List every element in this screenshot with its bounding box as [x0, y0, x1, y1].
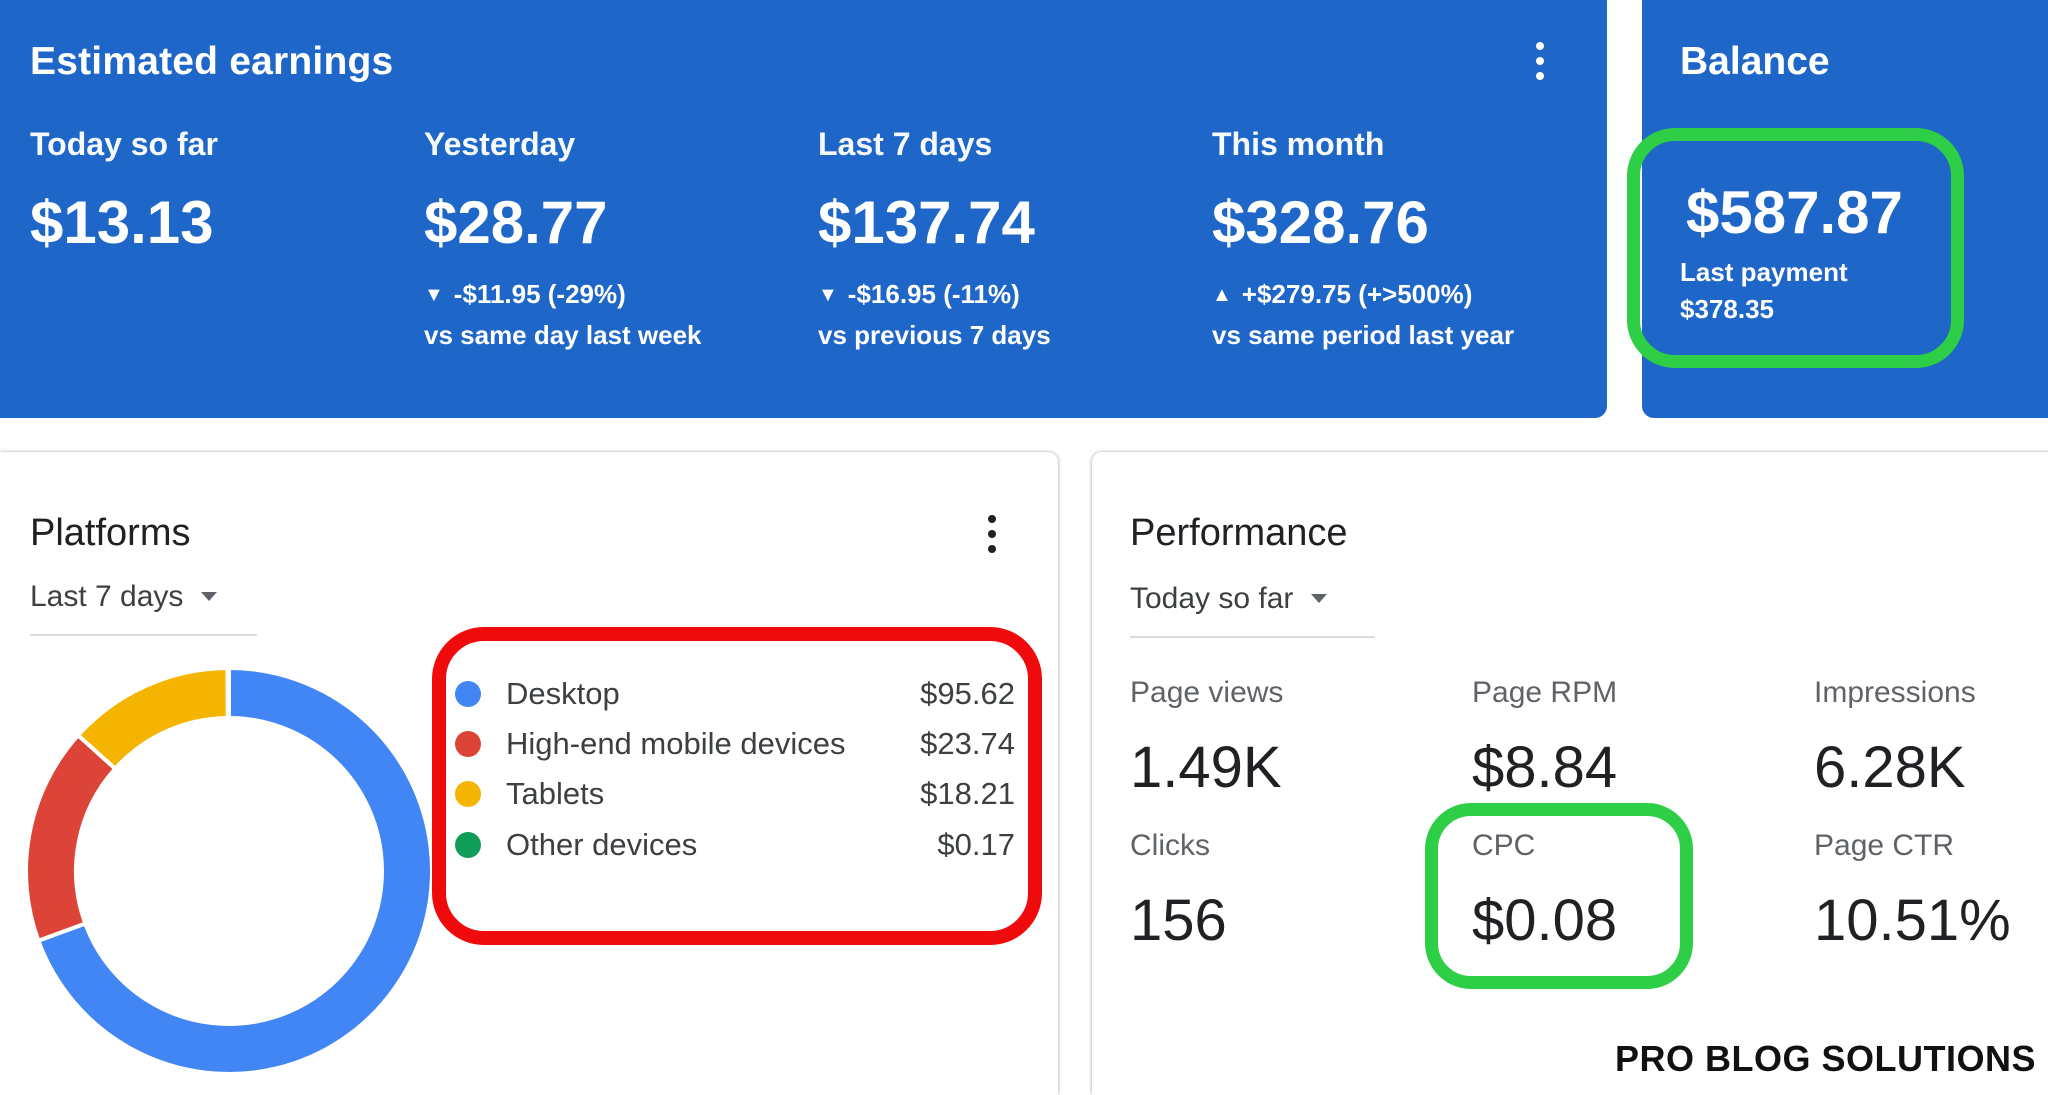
donut-slice-high-end-mobile-devices[interactable] [24, 732, 119, 944]
last-payment-label: Last payment [1680, 257, 1848, 287]
legend-value: $23.74 [920, 726, 1015, 761]
metric-value: $28.77 [424, 189, 608, 256]
legend-row-desktop: Desktop $95.62 [455, 674, 1015, 714]
cpc-highlight-outline [1425, 803, 1693, 989]
metric-compare: vs same period last year [1212, 320, 1515, 350]
arrow-down-icon: ▼ [424, 284, 444, 306]
balance-highlight-outline [1627, 128, 1964, 368]
metric-label: Clicks [1130, 829, 1210, 862]
legend-label: High-end mobile devices [506, 726, 846, 761]
metric-label: Page views [1130, 676, 1284, 709]
desktop-color-dot [455, 681, 481, 707]
balance-value: $587.87 [1686, 179, 1903, 246]
performance-title: Performance [1130, 512, 1348, 554]
metric-compare: vs same day last week [424, 320, 702, 350]
balance-title: Balance [1680, 40, 1830, 83]
tablets-color-dot [455, 781, 481, 807]
metric-page-ctr: Page CTR 10.51% [1814, 829, 2011, 954]
metric-compare: vs previous 7 days [818, 320, 1051, 350]
legend-value: $0.17 [937, 827, 1015, 862]
metric-page-rpm: Page RPM $8.84 [1472, 676, 1617, 801]
legend-value: $18.21 [920, 776, 1015, 811]
watermark: PRO BLOG SOLUTIONS [1614, 1038, 2036, 1079]
metric-value: $0.08 [1472, 888, 1618, 953]
metric-last-7-days: Last 7 days $137.74 ▼ -$16.95 (-11%) vs p… [818, 126, 1051, 351]
metric-label: Yesterday [424, 126, 576, 162]
estimated-earnings-card: Estimated earnings Today so far $13.13 Y… [0, 0, 1607, 418]
metric-change: ▼ -$11.95 (-29%) [424, 279, 626, 309]
legend-row-tablets: Tablets $18.21 [455, 774, 1015, 814]
metric-value: 156 [1130, 888, 1227, 953]
last-payment-value: $378.35 [1680, 294, 1774, 324]
more-options-icon[interactable] [1520, 36, 1560, 86]
metric-label: Impressions [1814, 676, 1976, 709]
dropdown-caret-icon [1311, 594, 1328, 603]
metric-value: 6.28K [1814, 735, 1966, 800]
metric-this-month: This month $328.76 ▲ +$279.75 (+>500%) vs… [1212, 126, 1514, 351]
dropdown-underline [1130, 636, 1375, 638]
metric-label: CPC [1472, 829, 1536, 862]
metric-change: ▼ -$16.95 (-11%) [818, 279, 1020, 309]
platforms-title: Platforms [30, 512, 191, 554]
dropdown-underline [30, 634, 257, 636]
legend-row-other-devices: Other devices $0.17 [455, 825, 1015, 865]
balance-card: Balance $587.87 Last payment $378.35 [1642, 0, 2048, 418]
metric-value: 1.49K [1130, 735, 1282, 800]
metric-impressions: Impressions 6.28K [1814, 676, 1976, 801]
metric-today-so-far: Today so far $13.13 [30, 126, 218, 257]
legend-label: Other devices [506, 827, 698, 862]
metric-clicks: Clicks 156 [1130, 829, 1227, 954]
platforms-card [0, 452, 1058, 1095]
legend-label: Desktop [506, 676, 620, 711]
metric-change: ▲ +$279.75 (+>500%) [1212, 279, 1473, 309]
metric-page-views: Page views 1.49K [1130, 676, 1283, 801]
more-options-icon[interactable] [977, 511, 1007, 557]
legend-highlight-outline [432, 627, 1042, 945]
arrow-down-icon: ▼ [818, 284, 838, 306]
metric-label: Today so far [30, 126, 218, 162]
metric-label: Page RPM [1472, 676, 1618, 709]
metric-label: This month [1212, 126, 1385, 162]
other-devices-color-dot [455, 832, 481, 858]
estimated-earnings-title: Estimated earnings [30, 40, 394, 83]
metric-label: Page CTR [1814, 829, 1955, 862]
legend-value: $95.62 [920, 676, 1015, 711]
metric-value: $137.74 [818, 189, 1035, 256]
platforms-donut-chart [24, 666, 434, 1076]
metric-value: 10.51% [1814, 888, 2011, 953]
metric-value: $13.13 [30, 189, 214, 256]
metric-label: Last 7 days [818, 126, 993, 162]
platforms-range-dropdown[interactable]: Last 7 days [30, 580, 218, 614]
performance-range-dropdown[interactable]: Today so far [1130, 582, 1328, 616]
donut-slice-other-devices[interactable] [225, 666, 232, 721]
arrow-up-icon: ▲ [1212, 284, 1232, 306]
metric-value: $8.84 [1472, 735, 1618, 800]
metric-yesterday: Yesterday $28.77 ▼ -$11.95 (-29%) vs same… [424, 126, 702, 351]
high-end-mobile-color-dot [455, 731, 481, 757]
legend-row-high-end-mobile: High-end mobile devices $23.74 [455, 724, 1015, 764]
metric-value: $328.76 [1212, 189, 1429, 256]
donut-slice-desktop[interactable] [35, 666, 434, 1076]
dropdown-caret-icon [201, 592, 218, 601]
legend-label: Tablets [506, 776, 605, 811]
metric-cpc: CPC $0.08 [1472, 829, 1617, 954]
donut-slice-tablets[interactable] [75, 666, 230, 772]
